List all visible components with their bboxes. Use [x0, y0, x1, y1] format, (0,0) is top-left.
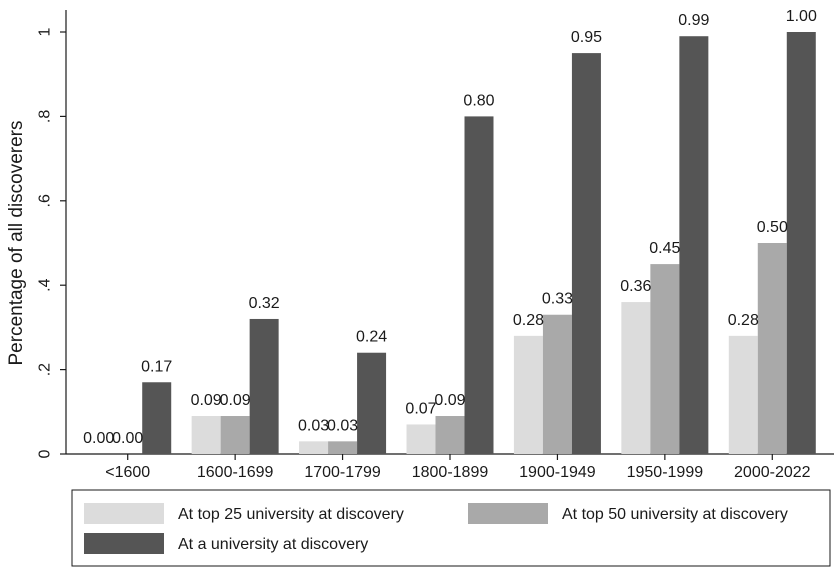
data-label: 0.50 [757, 219, 788, 236]
y-tick-label: 0 [37, 449, 54, 458]
y-tick-label: .4 [37, 278, 54, 291]
y-ticks: 0 .2 .4 .6 .8 1 [37, 27, 66, 458]
data-label: 0.24 [356, 329, 387, 346]
data-label: 0.36 [620, 278, 651, 295]
bar [191, 416, 221, 454]
x-tick-label: <1600 [105, 464, 150, 481]
bar [728, 335, 758, 454]
data-label: 0.33 [542, 291, 573, 308]
bar [650, 264, 680, 454]
x-tick-label: 1900-1949 [519, 464, 596, 481]
bar [542, 314, 572, 454]
bars [142, 32, 816, 455]
bar [757, 243, 787, 454]
data-label: 0.09 [191, 392, 222, 409]
legend: At top 25 university at discovery At top … [71, 489, 831, 567]
data-label: 0.28 [728, 312, 759, 329]
bar [786, 32, 816, 454]
y-axis-label: Percentage of all discoverers [6, 120, 27, 365]
bar [571, 53, 601, 454]
legend-box [71, 489, 831, 567]
bar [357, 352, 387, 454]
y-tick-label: .6 [37, 194, 54, 207]
data-label: 0.32 [249, 295, 280, 312]
x-ticks: <1600 1600-1699 1700-1799 1800-1899 1900-194… [105, 454, 811, 481]
bar [464, 116, 494, 455]
data-label: 0.45 [649, 240, 680, 257]
x-tick-label: 1700-1799 [304, 464, 381, 481]
bar [220, 416, 250, 454]
bar [621, 302, 651, 454]
bar [406, 424, 436, 454]
x-tick-label: 1600-1699 [197, 464, 274, 481]
data-label: 0.00 [83, 430, 114, 447]
y-tick-label: .8 [37, 110, 54, 123]
legend-label: At top 25 university at discovery [178, 506, 404, 523]
bar [249, 318, 279, 454]
legend-swatch [84, 533, 164, 554]
bar [435, 416, 465, 454]
x-tick-label: 1800-1899 [412, 464, 489, 481]
axes [65, 10, 834, 455]
bar [679, 36, 709, 454]
legend-label: At top 50 university at discovery [562, 506, 788, 523]
data-label: 0.03 [298, 417, 329, 434]
bar [328, 441, 358, 454]
legend-label: At a university at discovery [178, 536, 368, 553]
y-tick-label: .2 [37, 363, 54, 376]
x-tick-label: 1950-1999 [627, 464, 704, 481]
legend-swatch [468, 503, 548, 524]
data-label: 0.00 [112, 430, 143, 447]
value-labels: 0.000.000.170.090.090.320.030.030.240.07… [83, 8, 817, 447]
data-label: 0.17 [141, 358, 172, 375]
x-tick-label: 2000-2022 [734, 464, 811, 481]
legend-swatch [84, 503, 164, 524]
data-label: 1.00 [786, 8, 817, 25]
data-label: 0.09 [220, 392, 251, 409]
data-label: 0.80 [463, 92, 494, 109]
y-tick-label: 1 [37, 27, 54, 36]
data-label: 0.95 [571, 29, 602, 46]
data-label: 0.99 [678, 12, 709, 29]
data-label: 0.09 [434, 392, 465, 409]
data-label: 0.28 [513, 312, 544, 329]
data-label: 0.07 [405, 400, 436, 417]
bar [142, 382, 172, 454]
bar [299, 441, 329, 454]
bar [513, 335, 543, 454]
data-label: 0.03 [327, 417, 358, 434]
